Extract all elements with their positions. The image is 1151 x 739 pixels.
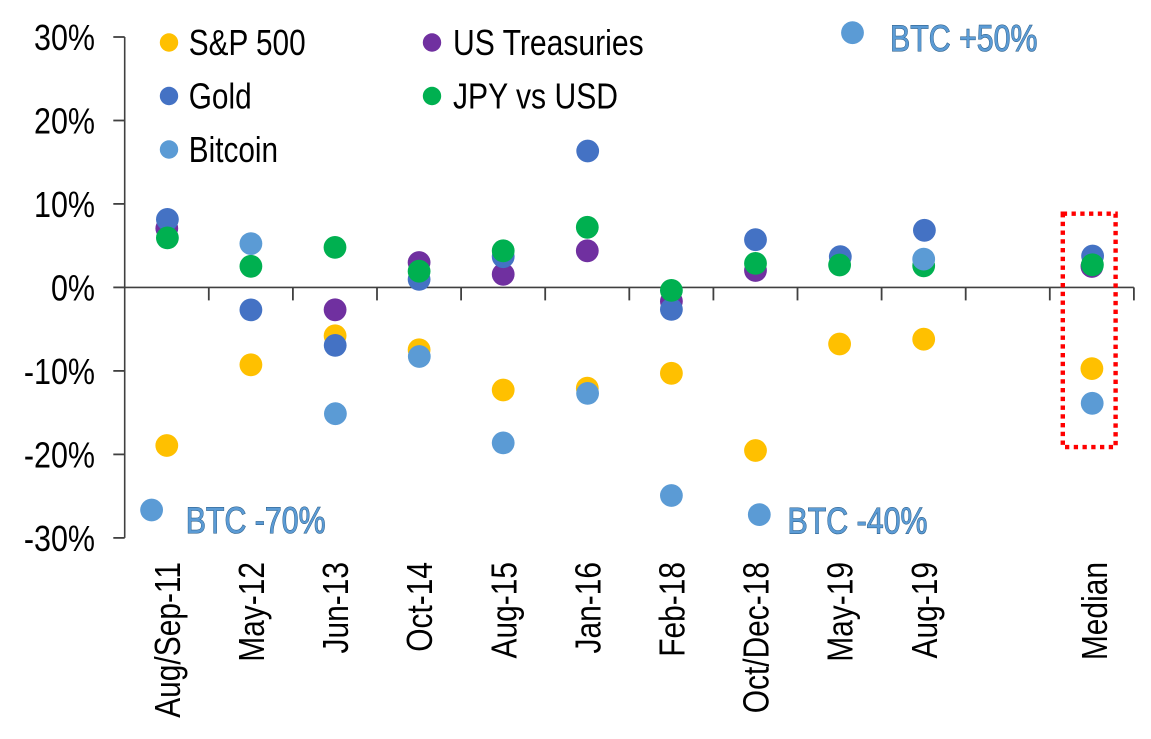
svg-text:May-12: May-12 (232, 562, 272, 662)
svg-text:30%: 30% (34, 18, 95, 58)
svg-text:Median: Median (1075, 562, 1115, 660)
svg-text:-30%: -30% (24, 519, 95, 559)
svg-text:Oct/Dec-18: Oct/Dec-18 (737, 562, 777, 713)
svg-text:20%: 20% (34, 102, 95, 142)
svg-text:Jan-16: Jan-16 (569, 562, 609, 653)
svg-text:Aug/Sep-11: Aug/Sep-11 (148, 562, 188, 718)
svg-text:Jun-13: Jun-13 (316, 562, 356, 653)
svg-text:BTC +50%: BTC +50% (890, 18, 1038, 60)
svg-text:10%: 10% (34, 185, 95, 225)
svg-text:0%: 0% (51, 269, 95, 309)
svg-text:Oct-14: Oct-14 (400, 562, 440, 652)
svg-text:BTC -70%: BTC -70% (186, 500, 326, 542)
svg-text:Aug-19: Aug-19 (905, 562, 945, 658)
svg-text:-20%: -20% (24, 436, 95, 476)
svg-text:Gold: Gold (189, 77, 252, 118)
svg-text:JPY vs USD: JPY vs USD (453, 77, 618, 117)
svg-text:Aug-15: Aug-15 (485, 562, 525, 658)
svg-text:BTC -40%: BTC -40% (788, 501, 928, 543)
svg-text:Feb-18: Feb-18 (653, 562, 693, 657)
svg-text:-10%: -10% (24, 352, 95, 392)
svg-text:US Treasuries: US Treasuries (453, 23, 644, 63)
svg-text:Bitcoin: Bitcoin (189, 130, 278, 171)
svg-text:May-19: May-19 (821, 562, 861, 662)
svg-text:S&P 500: S&P 500 (189, 23, 306, 64)
